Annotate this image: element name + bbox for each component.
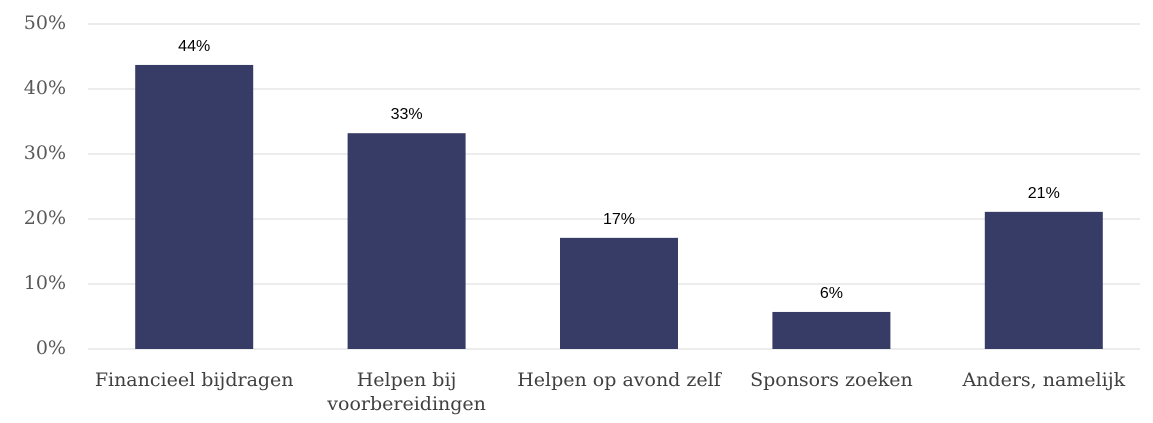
bar	[772, 311, 891, 349]
x-tick-label: Helpen op avond zelf	[517, 369, 721, 391]
data-label: 17%	[603, 211, 635, 228]
bar	[984, 211, 1103, 349]
x-tick-label: Anders, namelijk	[962, 369, 1126, 391]
y-tick-label: 30%	[24, 142, 66, 164]
x-tick-label: Financieel bijdragen	[94, 369, 294, 391]
bar	[560, 237, 678, 349]
data-label: 44%	[178, 38, 210, 55]
data-label: 6%	[820, 285, 843, 302]
x-tick-label: Helpen bij voorbereidingen	[327, 369, 486, 415]
y-tick-label: 50%	[24, 12, 66, 34]
y-tick-label: 10%	[24, 272, 66, 294]
data-label: 33%	[391, 106, 423, 123]
y-tick-label: 0%	[36, 337, 66, 359]
y-tick-label: 20%	[24, 207, 66, 229]
y-tick-label: 40%	[24, 77, 66, 99]
bar	[135, 64, 254, 349]
bar	[347, 133, 466, 349]
x-tick-label: Sponsors zoeken	[750, 369, 913, 391]
data-label: 21%	[1028, 185, 1060, 202]
